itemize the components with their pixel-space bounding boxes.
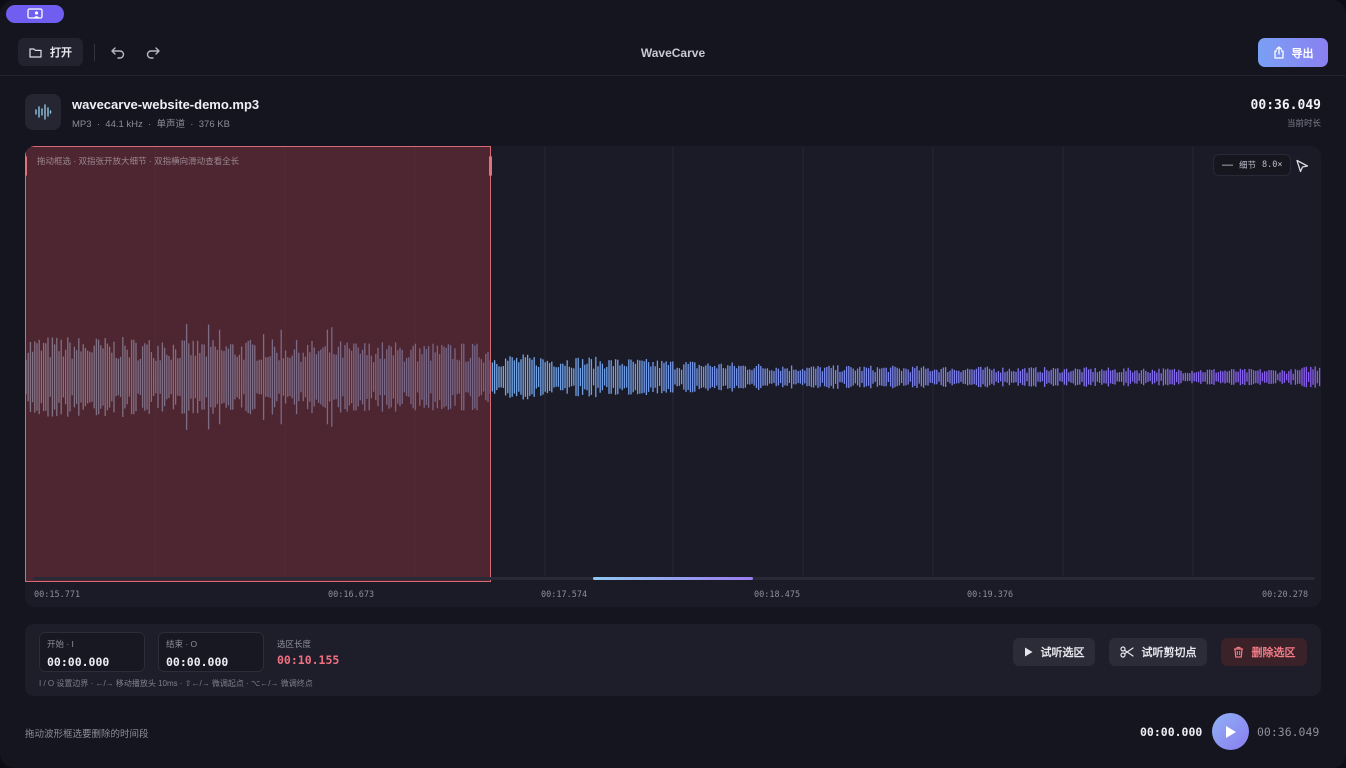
time-tick: 00:17.574 (541, 590, 588, 600)
end-value[interactable]: 00:00.000 (166, 655, 229, 669)
export-label: 导出 (1291, 47, 1314, 60)
app-title: WaveCarve (640, 46, 706, 60)
current-duration-label: 当前时长 (1286, 118, 1321, 128)
file-name: wavecarve-website-demo.mp3 (72, 97, 260, 112)
open-label: 打开 (50, 47, 72, 59)
playhead-time: 00:00.000 (1140, 725, 1203, 739)
export-button[interactable]: 导出 (1258, 38, 1328, 67)
zoom-out-icon[interactable]: — (1222, 159, 1233, 171)
preview-cut-label: 试听剪切点 (1141, 647, 1197, 659)
share-icon (1273, 46, 1284, 59)
play-button[interactable] (1212, 713, 1249, 750)
audio-file-icon (25, 94, 61, 130)
play-icon (1226, 725, 1236, 738)
preview-selection-button[interactable]: 试听选区 (1013, 638, 1095, 666)
end-field[interactable]: 结束 · O 00:00.000 (158, 632, 264, 672)
waveform-icon (35, 104, 52, 120)
redo-icon[interactable] (145, 44, 161, 60)
file-size: 376 KB (198, 119, 230, 130)
undo-icon[interactable] (110, 44, 126, 60)
selection-length-value: 00:10.155 (277, 653, 340, 667)
waveform-scrollbar-thumb[interactable] (593, 577, 753, 580)
selection-region[interactable] (25, 146, 491, 582)
selection-length-label: 选区长度 (277, 639, 312, 649)
preview-selection-label: 试听选区 (1040, 647, 1085, 659)
time-tick: 00:15.771 (34, 590, 81, 600)
file-meta: MP3 · 44.1 kHz · 单声道 · 376 KB (72, 119, 230, 130)
toolbar: 打开 WaveCarve 导出 (0, 30, 1346, 76)
time-tick: 00:20.278 (1262, 590, 1309, 600)
selection-end-handle[interactable] (489, 156, 492, 176)
current-duration: 00:36.049 (1250, 98, 1321, 113)
zoom-value: 8.0× (1262, 160, 1283, 170)
screen-user-icon (27, 8, 43, 19)
time-tick: 00:18.475 (754, 590, 801, 600)
waveform-panel[interactable]: 拖动框选 · 双指张开放大细节 · 双指横向滑动查看全长 — 细节 8.0× 0… (25, 146, 1321, 607)
window-badge[interactable] (6, 5, 64, 23)
time-tick: 00:16.673 (328, 590, 375, 600)
delete-selection-label: 删除选区 (1251, 647, 1296, 659)
preview-cut-button[interactable]: 试听剪切点 (1109, 638, 1207, 666)
pointer-cursor-icon (1296, 159, 1309, 173)
total-time: 00:36.049 (1257, 725, 1320, 739)
waveform-hint: 拖动框选 · 双指张开放大细节 · 双指横向滑动查看全长 (37, 156, 240, 166)
trash-icon (1233, 646, 1243, 658)
status-text: 拖动波形框选要删除的时间段 (25, 729, 149, 740)
delete-selection-button[interactable]: 删除选区 (1221, 638, 1307, 666)
selection-start-handle[interactable] (25, 156, 27, 176)
start-field[interactable]: 开始 · I 00:00.000 (39, 632, 145, 672)
start-value[interactable]: 00:00.000 (47, 655, 110, 669)
zoom-label: 细节 (1239, 160, 1257, 170)
open-button[interactable]: 打开 (18, 38, 83, 66)
file-sample-rate: 44.1 kHz (105, 119, 143, 130)
toolbar-divider (94, 44, 95, 61)
folder-icon (29, 47, 42, 58)
scissors-icon (1119, 646, 1134, 658)
end-label: 结束 · O (166, 639, 198, 649)
keyboard-shortcuts-hint: I / O 设置边界 · ←/→ 移动播放头 10ms · ⇧←/→ 微调起点 … (39, 679, 313, 688)
time-tick: 00:19.376 (967, 590, 1014, 600)
selection-panel: 开始 · I 00:00.000 结束 · O 00:00.000 选区长度 0… (25, 624, 1321, 696)
file-channels: 单声道 (156, 119, 186, 130)
zoom-control[interactable]: — 细节 8.0× (1213, 154, 1291, 176)
play-icon (1024, 647, 1032, 657)
start-label: 开始 · I (47, 639, 74, 649)
file-format: MP3 (72, 119, 92, 130)
